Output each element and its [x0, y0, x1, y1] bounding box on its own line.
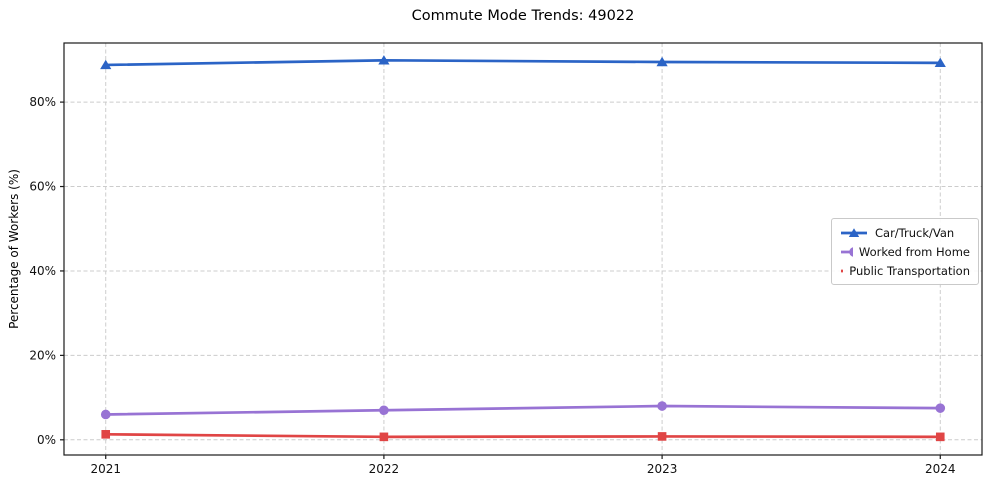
- plot-border: [63, 42, 983, 456]
- square-marker-icon: [841, 269, 844, 273]
- y-axis-label: Percentage of Workers (%): [7, 169, 21, 329]
- marker-car-truck-van: [378, 55, 390, 65]
- marker-car-truck-van: [656, 56, 668, 67]
- y-tick-label: 40%: [29, 264, 56, 278]
- series-line-public-transportation: [104, 432, 942, 439]
- series-line-worked-from-home: [104, 404, 942, 416]
- legend-label: Worked from Home: [858, 245, 970, 259]
- legend-item-car-truck-van: Car/Truck/Van: [839, 225, 970, 241]
- x-tick-label: 2023: [647, 462, 678, 476]
- series-line-car-truck-van: [104, 58, 942, 67]
- marker-car-truck-van: [934, 57, 946, 68]
- legend-item-public-transportation: Public Transportation: [839, 263, 970, 279]
- x-tick-label: 2022: [369, 462, 400, 476]
- legend: Car/Truck/Van Worked from Home Public Tran…: [831, 218, 979, 285]
- marker-car-truck-van: [100, 59, 112, 70]
- x-tick-label: 2024: [925, 462, 956, 476]
- circle-marker-icon: [841, 247, 853, 257]
- marker-public-transportation: [101, 430, 111, 439]
- x-tick-label: 2021: [90, 462, 121, 476]
- legend-label: Public Transportation: [849, 264, 970, 278]
- marker-worked-from-home: [379, 405, 389, 416]
- marker-public-transportation: [935, 432, 945, 442]
- y-tick-label: 20%: [29, 348, 56, 362]
- legend-item-worked-from-home: Worked from Home: [839, 244, 970, 260]
- triangle-marker-icon: [841, 228, 867, 237]
- y-tick-label: 60%: [29, 180, 56, 194]
- marker-worked-from-home: [657, 401, 667, 411]
- y-tick-label: 80%: [29, 95, 56, 109]
- marker-public-transportation: [657, 432, 667, 441]
- chart-title: Commute Mode Trends: 49022: [411, 8, 635, 24]
- y-tick-label: 0%: [37, 433, 56, 447]
- legend-label: Car/Truck/Van: [875, 226, 955, 240]
- marker-worked-from-home: [100, 409, 111, 420]
- marker-public-transportation: [379, 432, 389, 442]
- marker-worked-from-home: [935, 403, 946, 413]
